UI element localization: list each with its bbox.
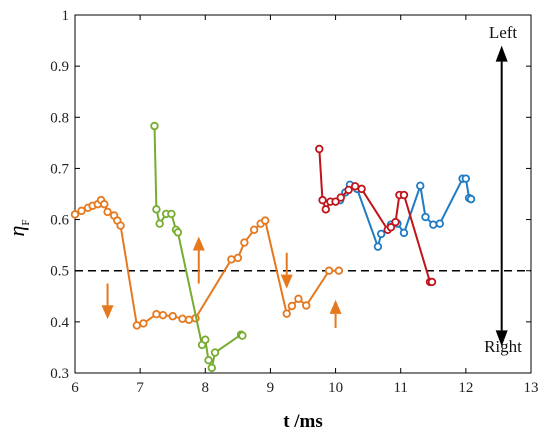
data-point <box>461 174 471 183</box>
data-point <box>155 219 164 228</box>
x-tick-label: 8 <box>202 380 210 396</box>
data-point <box>421 212 430 222</box>
y-axis-label: ηF <box>4 219 32 236</box>
plot-frame <box>74 14 532 374</box>
data-point <box>261 216 270 225</box>
data-point <box>77 206 86 216</box>
data-point <box>315 144 324 154</box>
y-tick-label: 0.5 <box>50 264 69 280</box>
data-point <box>376 229 386 239</box>
data-point <box>173 228 183 237</box>
trend-arrow <box>192 236 205 284</box>
data-point <box>321 205 330 214</box>
data-point <box>416 181 425 191</box>
axes: 6 7 8 9 10 11 12 13 0.3 0.4 0.5 0.6 0.7 0.8 0.9 1 <box>50 8 538 396</box>
data-point <box>158 311 168 320</box>
y-axis-label-sub: F <box>20 219 32 225</box>
data-point <box>103 207 112 217</box>
data-point <box>429 220 438 229</box>
trend-arrow <box>280 252 293 289</box>
y-tick-label: 0.4 <box>50 315 69 331</box>
data-point <box>302 301 311 310</box>
data-point <box>116 221 125 230</box>
x-tick-label: 9 <box>267 380 275 396</box>
data-point <box>152 205 161 214</box>
trend-arrow-head <box>329 299 342 314</box>
double-arrow-head-up <box>495 45 508 62</box>
data-point <box>287 301 297 311</box>
trend-arrow <box>329 299 342 328</box>
data-point <box>233 253 243 263</box>
x-tick-label: 10 <box>328 380 343 396</box>
data-point <box>100 200 109 209</box>
series-3 <box>315 144 437 287</box>
data-point <box>152 309 161 319</box>
data-point <box>294 294 303 304</box>
data-point <box>435 219 444 228</box>
arrows-layer <box>101 45 508 347</box>
data-point <box>350 182 360 191</box>
trend-arrow <box>101 283 114 320</box>
data-point <box>139 319 148 328</box>
x-tick-label: 11 <box>393 380 407 396</box>
data-point <box>357 184 366 194</box>
y-tick-label: 0.3 <box>50 366 69 382</box>
data-point <box>344 185 353 195</box>
data-point <box>399 228 409 238</box>
data-point <box>324 266 334 275</box>
data-point <box>168 312 177 321</box>
series-line <box>318 148 432 283</box>
y-axis-label-main: η <box>4 226 29 237</box>
data-point <box>466 194 476 204</box>
data-point <box>204 356 213 365</box>
y-tick-label: 0.6 <box>50 213 69 229</box>
data-point <box>334 266 344 275</box>
data-point <box>399 190 409 200</box>
trend-arrow-head <box>101 305 114 320</box>
y-tick-label: 0.8 <box>50 110 69 126</box>
y-tick-label: 1 <box>62 8 70 24</box>
data-point <box>167 209 176 219</box>
data-point <box>336 193 345 202</box>
data-point <box>70 210 80 219</box>
y-tick-label: 0.7 <box>50 161 69 177</box>
data-point <box>227 255 236 264</box>
data-point <box>178 314 187 323</box>
x-tick-label: 7 <box>136 380 144 396</box>
data-point <box>427 277 437 287</box>
data-point <box>240 238 249 247</box>
data-point <box>318 195 327 205</box>
data-point <box>201 335 210 344</box>
trend-arrow-head <box>192 236 205 251</box>
data-point <box>331 197 340 206</box>
x-axis-label: t /ms <box>283 411 323 432</box>
direction-double-arrow <box>495 45 508 347</box>
annotation-right: Right <box>484 337 522 356</box>
series-1 <box>150 121 247 373</box>
double-arrow-head-down <box>495 330 508 347</box>
data-point <box>249 225 259 234</box>
x-tick-label: 6 <box>71 380 79 396</box>
annotation-left: Left <box>489 23 518 42</box>
plot-area <box>70 121 531 373</box>
data-point <box>238 331 247 340</box>
data-point <box>132 321 142 330</box>
data-point <box>373 242 383 251</box>
data-point <box>386 223 396 232</box>
data-point <box>207 363 216 373</box>
data-point <box>282 309 291 318</box>
x-tick-label: 13 <box>524 380 539 396</box>
series-0 <box>70 195 344 330</box>
data-point <box>150 121 159 131</box>
svg-text:ηF: ηF <box>4 219 32 236</box>
x-tick-label: 12 <box>458 380 473 396</box>
trend-arrow-head <box>280 274 293 289</box>
data-point <box>184 315 194 325</box>
y-tick-label: 0.9 <box>50 59 69 75</box>
data-point <box>391 217 400 227</box>
data-point <box>210 348 220 357</box>
